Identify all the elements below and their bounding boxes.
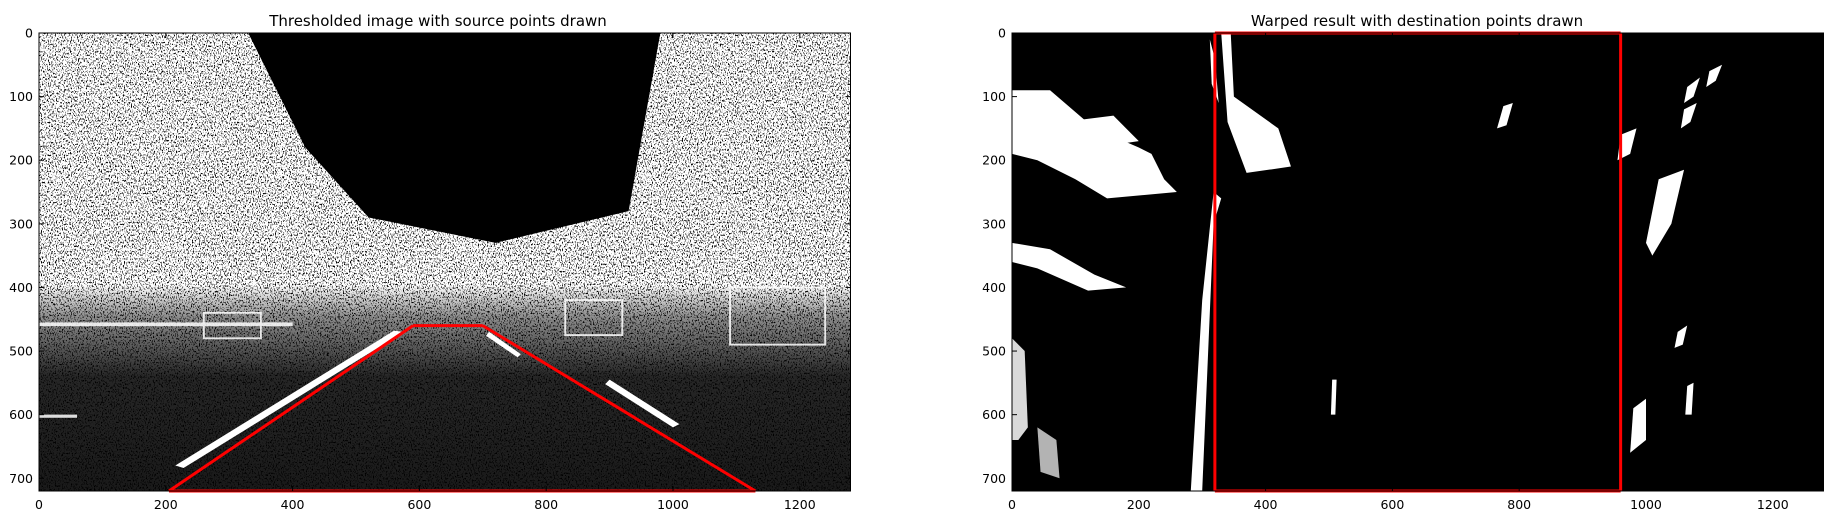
y-tick-label: 300	[982, 216, 1006, 231]
y-tick-label: 200	[9, 153, 33, 168]
left-axis-ticks: 0 200 400 600 800 1000 1200 0 100 200 300 400 500 600…	[9, 26, 851, 512]
y-tick-label: 500	[982, 344, 1006, 359]
left-plot: Thresholded image with source points dra…	[9, 12, 851, 512]
y-tick-label: 300	[9, 216, 33, 231]
x-tick-label: 1200	[784, 497, 816, 512]
x-tick-label: 800	[1507, 497, 1531, 512]
right-plot: Warped result with destination points dr…	[982, 12, 1824, 512]
right-plot-title: Warped result with destination points dr…	[1251, 12, 1583, 30]
y-tick-label: 0	[998, 26, 1006, 41]
right-axes-frame	[1011, 32, 1824, 492]
y-tick-label: 200	[982, 153, 1006, 168]
y-tick-label: 100	[9, 89, 33, 104]
left-axes-frame	[38, 32, 851, 492]
x-tick-label: 200	[154, 497, 178, 512]
y-tick-label: 500	[9, 344, 33, 359]
x-tick-label: 200	[1127, 497, 1151, 512]
overlay-edge	[482, 324, 757, 493]
x-tick-label: 400	[281, 497, 305, 512]
x-tick-label: 1200	[1757, 497, 1789, 512]
x-tick-label: 800	[534, 497, 558, 512]
x-tick-label: 600	[407, 497, 431, 512]
right-axis-ticks: 0 200 400 600 800 1000 1200 0 100 200 300 400 500 600…	[982, 26, 1824, 512]
right-warped-image	[1012, 33, 1824, 491]
x-tick-label: 1000	[1630, 497, 1662, 512]
left-thresholded-image	[39, 33, 851, 491]
x-tick-label: 600	[1380, 497, 1404, 512]
y-tick-label: 700	[9, 471, 33, 486]
y-tick-label: 600	[9, 407, 33, 422]
y-tick-label: 700	[982, 471, 1006, 486]
y-tick-label: 0	[25, 26, 33, 41]
y-tick-label: 400	[9, 280, 33, 295]
x-tick-label: 0	[1008, 497, 1016, 512]
x-tick-label: 400	[1254, 497, 1278, 512]
x-tick-label: 0	[35, 497, 43, 512]
y-tick-label: 100	[982, 89, 1006, 104]
overlay-edge	[168, 324, 414, 493]
left-plot-title: Thresholded image with source points dra…	[268, 12, 607, 30]
x-tick-label: 1000	[657, 497, 689, 512]
y-tick-label: 400	[982, 280, 1006, 295]
y-tick-label: 600	[982, 407, 1006, 422]
